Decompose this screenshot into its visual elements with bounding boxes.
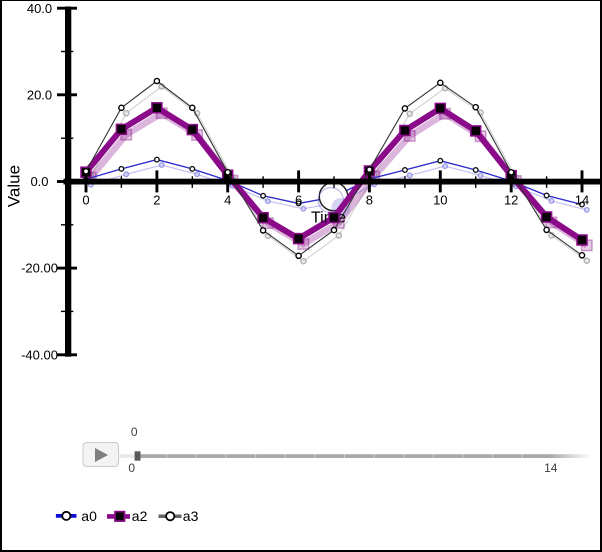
svg-text:6: 6 — [295, 192, 302, 207]
svg-text:a3: a3 — [183, 508, 199, 524]
svg-text:12: 12 — [504, 192, 518, 207]
svg-text:40.0: 40.0 — [27, 1, 52, 16]
svg-text:-40.00: -40.00 — [21, 347, 58, 362]
svg-text:14: 14 — [575, 192, 589, 207]
svg-text:2: 2 — [153, 192, 160, 207]
svg-text:a0: a0 — [81, 508, 97, 524]
svg-text:a2: a2 — [132, 508, 148, 524]
svg-text:10: 10 — [433, 192, 447, 207]
svg-text:20.0: 20.0 — [27, 87, 52, 102]
svg-text:Value: Value — [4, 165, 23, 207]
svg-text:4: 4 — [224, 192, 231, 207]
svg-text:0: 0 — [128, 461, 135, 475]
svg-text:8: 8 — [366, 192, 373, 207]
svg-text:0.0: 0.0 — [30, 174, 48, 189]
svg-text:-20.00: -20.00 — [21, 261, 58, 276]
svg-text:0: 0 — [131, 425, 138, 439]
svg-text:14: 14 — [544, 461, 558, 475]
svg-text:0: 0 — [82, 192, 89, 207]
